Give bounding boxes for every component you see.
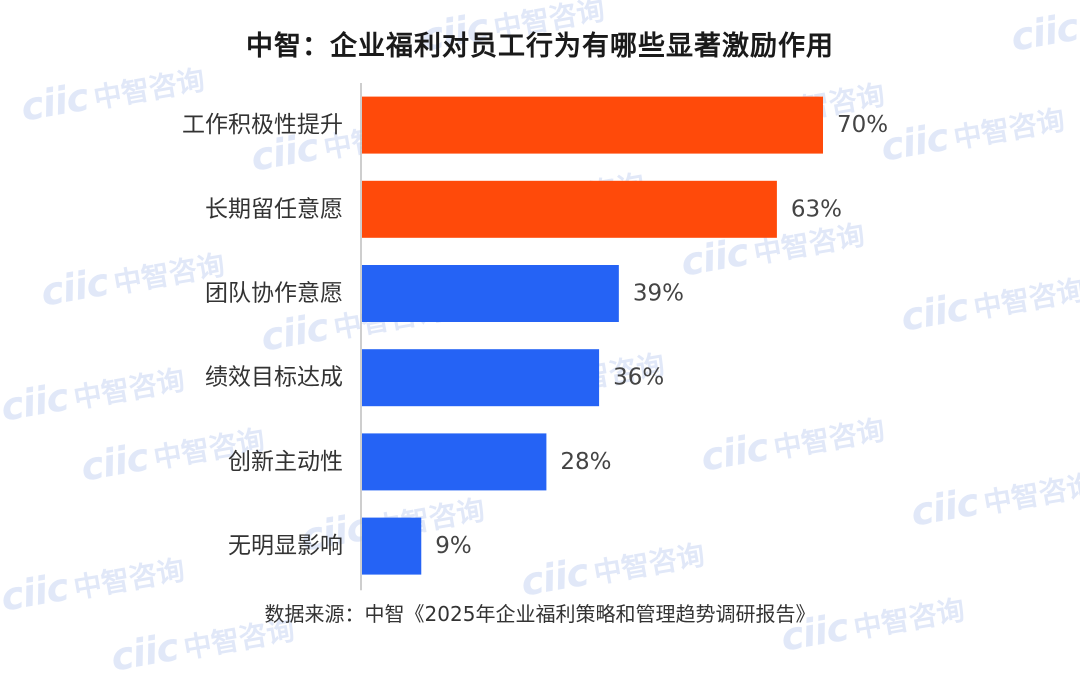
bar: [362, 433, 547, 491]
source-note: 数据来源：中智《2025年企业福利策略和管理趋势调研报告》: [264, 602, 816, 626]
bar: [362, 96, 823, 154]
bar: [362, 180, 777, 238]
bar-chart: 工作积极性提升 70% 长期留任意愿 63% 团队协作意愿 39% 绩效目标达成 36% 创新主…: [182, 83, 888, 591]
category-label: 创新主动性: [228, 449, 343, 475]
category-label: 长期留任意愿: [205, 196, 343, 222]
bar: [362, 265, 619, 322]
category-label: 绩效目标达成: [205, 365, 343, 391]
chart-title: 中智：企业福利对员工行为有哪些显著激励作用: [246, 31, 834, 62]
category-label: 工作积极性提升: [182, 112, 343, 138]
value-label: 28%: [560, 449, 611, 475]
value-label: 63%: [791, 196, 842, 222]
bar: [362, 349, 600, 407]
category-label: 无明显影响: [228, 533, 343, 559]
value-label: 36%: [613, 365, 664, 391]
value-label: 9%: [435, 533, 472, 559]
bar: [362, 517, 422, 575]
value-label: 70%: [837, 112, 888, 138]
value-label: 39%: [633, 281, 684, 307]
category-label: 团队协作意愿: [205, 281, 343, 307]
